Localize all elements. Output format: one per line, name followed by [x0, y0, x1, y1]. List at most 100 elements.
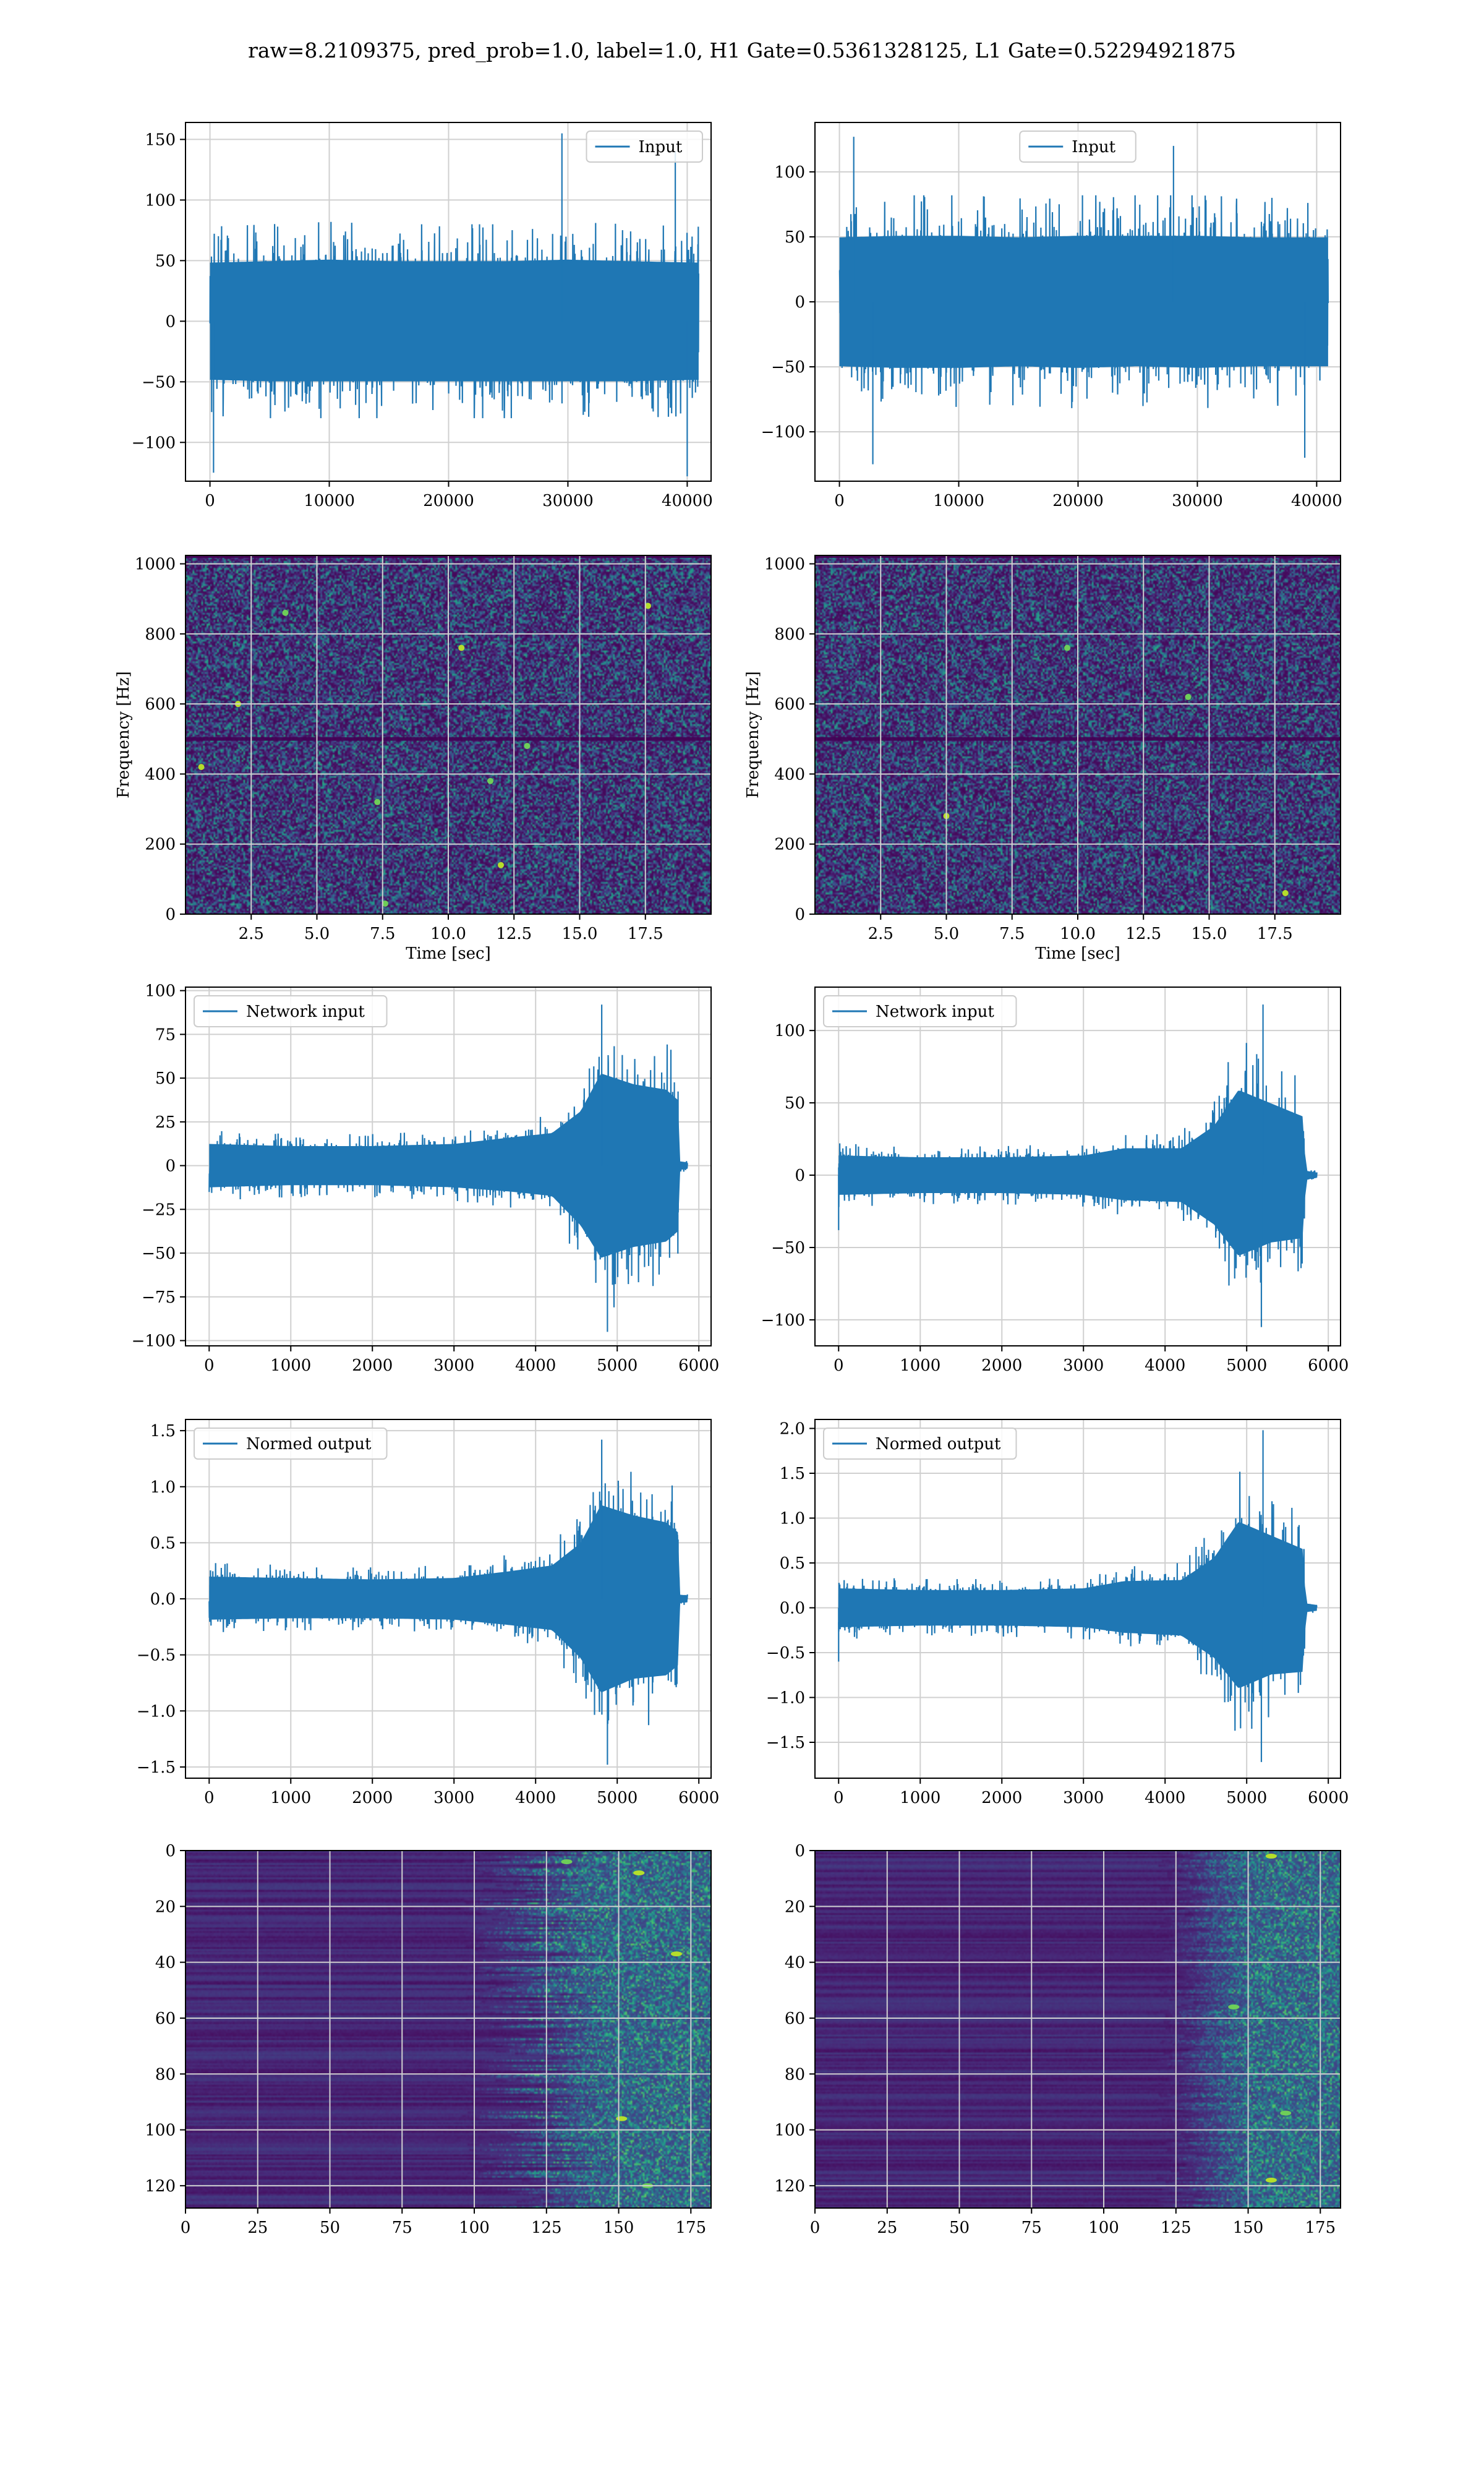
l1-feature-map-yticklabel-1: 20	[785, 1898, 805, 1916]
l1-network-input-yticklabel-3: 50	[785, 1094, 805, 1113]
l1-feature-map-xticklabel-1: 25	[877, 2219, 897, 2237]
h1-spectrogram-hotspot-2	[458, 644, 465, 651]
h1-feature-map-hotspot-2	[616, 2116, 628, 2121]
h1-spectrogram-xticklabel-0: 2.5	[239, 925, 264, 943]
figure-title: raw=8.2109375, pred_prob=1.0, label=1.0,…	[248, 38, 1236, 62]
h1-input-legend: Input	[586, 131, 703, 163]
h1-normed-output-yticklabel-0: −1.5	[137, 1758, 176, 1777]
h1-spectrogram-yticklabel-5: 1000	[135, 555, 176, 574]
h1-feature-map-yticklabel-4: 80	[155, 2065, 176, 2084]
l1-normed-output-xticklabel-0: 0	[834, 1789, 844, 1807]
l1-spectrogram-yticklabel-1: 200	[774, 836, 805, 854]
h1-network-input-yticklabel-6: 50	[155, 1069, 176, 1088]
h1-network-input-yticklabel-5: 25	[155, 1113, 176, 1132]
h1-input-legend-box	[586, 131, 703, 163]
l1-spectrogram-xlabel: Time [sec]	[1035, 944, 1120, 963]
l1-normed-output-yticklabel-3: 0.0	[780, 1599, 805, 1618]
l1-normed-output-xticklabel-2: 2000	[981, 1789, 1022, 1807]
h1-feature-map-hotspot-0	[633, 1870, 645, 1876]
l1-input-yticklabel-0: −100	[761, 423, 805, 442]
l1-normed-output-legend-box	[823, 1427, 1017, 1460]
l1-spectrogram-ylabel: Frequency [Hz]	[744, 671, 762, 798]
h1-network-input-yticklabel-0: −100	[132, 1332, 176, 1351]
l1-input-legend: Input	[1019, 131, 1136, 163]
h1-feature-map-xticklabel-2: 50	[320, 2219, 340, 2237]
h1-network-input-xticklabel-5: 5000	[597, 1356, 638, 1375]
l1-spectrogram-xticklabel-5: 15.0	[1192, 925, 1227, 943]
l1-normed-output-xticklabel-3: 3000	[1063, 1789, 1104, 1807]
l1-feature-map-image	[815, 1851, 1341, 2208]
h1-spectrogram-xticklabel-6: 17.5	[628, 925, 663, 943]
h1-feature-map-image	[186, 1851, 711, 2208]
l1-spectrogram-xticklabel-2: 7.5	[999, 925, 1025, 943]
l1-spectrogram-yticklabel-5: 1000	[764, 555, 805, 574]
l1-feature-map-hotspot-1	[1280, 2110, 1292, 2116]
l1-spectrogram-yticklabel-4: 800	[774, 625, 805, 644]
l1-spectrogram-xticklabel-6: 17.5	[1257, 925, 1293, 943]
l1-normed-output-legend: Normed output	[823, 1427, 1017, 1460]
h1-network-input-legend-box	[194, 995, 388, 1027]
h1-network-input-series-core	[209, 1073, 688, 1258]
l1-spectrogram-chart: 2.5 5.0 7.5 10.0 12.5 15.0 17.5 0 200 400 600 800 10…	[744, 555, 1341, 963]
h1-feature-map-xticklabel-7: 175	[675, 2219, 706, 2237]
h1-input-yticklabel-2: 0	[165, 312, 176, 331]
h1-spectrogram-yticklabel-1: 200	[145, 836, 176, 854]
h1-normed-output-legend-label: Normed output	[246, 1435, 372, 1453]
l1-feature-map-xticklabel-4: 100	[1088, 2219, 1119, 2237]
h1-input-yticklabel-5: 150	[145, 131, 176, 149]
h1-network-input-frame	[185, 987, 712, 1346]
l1-network-input-xticklabel-0: 0	[834, 1356, 844, 1375]
h1-input-series-core	[210, 259, 699, 382]
h1-normed-output-xticklabel-4: 4000	[515, 1789, 556, 1807]
h1-network-input-xticklabel-6: 6000	[678, 1356, 719, 1375]
l1-network-input-chart: 0 1000 2000 3000 4000 5000 6000 −100 −50 0 50 100 Ne…	[761, 987, 1349, 1375]
l1-feature-map-yticklabel-6: 120	[774, 2177, 805, 2196]
h1-network-input-legend-label: Network input	[246, 1003, 365, 1021]
l1-spectrogram-xticklabel-3: 10.0	[1060, 925, 1096, 943]
h1-spectrogram-hotspot-1	[282, 609, 289, 616]
l1-network-input-xticklabel-3: 3000	[1063, 1356, 1104, 1375]
h1-spectrogram-xticklabel-5: 15.0	[562, 925, 598, 943]
h1-normed-output-xticklabel-5: 5000	[597, 1789, 638, 1807]
l1-spectrogram-yticklabel-0: 0	[795, 905, 805, 924]
l1-feature-map-yticklabel-2: 40	[785, 1954, 805, 1972]
l1-input-legend-label: Input	[1072, 138, 1115, 156]
l1-feature-map-hotspot-0	[1265, 1854, 1277, 1859]
l1-feature-map-yticklabel-3: 60	[785, 2010, 805, 2028]
l1-feature-map-hotspot-3	[1228, 2004, 1240, 2010]
l1-input-yticklabel-1: −50	[771, 358, 805, 377]
h1-spectrogram-xticklabel-3: 10.0	[430, 925, 466, 943]
h1-spectrogram-hotspot-7	[382, 901, 388, 907]
h1-input-chart: 0 10000 20000 30000 40000 −100 −50 0 50 100 150 Inp…	[132, 122, 713, 510]
h1-network-input-yticklabel-8: 100	[145, 982, 176, 1001]
h1-feature-map-yticklabel-2: 40	[155, 1954, 176, 1972]
h1-normed-output-yticklabel-1: −1.0	[137, 1702, 176, 1721]
l1-feature-map-xticklabel-7: 175	[1305, 2219, 1336, 2237]
l1-input-legend-box	[1019, 131, 1136, 163]
l1-normed-output-yticklabel-7: 2.0	[780, 1420, 805, 1439]
h1-normed-output-yticklabel-2: −0.5	[137, 1646, 176, 1665]
h1-input-yticklabel-3: 50	[155, 252, 176, 270]
h1-spectrogram-hotspot-4	[198, 764, 205, 771]
h1-spectrogram-hotspot-9	[487, 777, 493, 784]
h1-normed-output-legend-box	[194, 1427, 388, 1460]
h1-feature-map-xticklabel-3: 75	[392, 2219, 412, 2237]
l1-input-xticklabel-2: 20000	[1052, 492, 1104, 510]
l1-feature-map-chart: 0 25 50 75 100 125 150 175 0 20 40 60 80 100 120	[774, 1842, 1341, 2237]
l1-normed-output-yticklabel-1: −1.0	[766, 1689, 805, 1708]
l1-input-yticklabel-4: 100	[774, 163, 805, 182]
h1-network-input-yticklabel-2: −50	[142, 1244, 176, 1263]
h1-feature-map-yticklabel-3: 60	[155, 2010, 176, 2028]
l1-input-yticklabel-3: 50	[785, 228, 805, 247]
h1-feature-map-yticklabel-0: 0	[165, 1842, 176, 1860]
h1-normed-output-xticklabel-1: 1000	[270, 1789, 311, 1807]
h1-feature-map-xticklabel-1: 25	[247, 2219, 268, 2237]
l1-normed-output-chart: 0 1000 2000 3000 4000 5000 6000 −1.5 −1.0 −0.5 0.0…	[766, 1419, 1349, 1807]
h1-spectrogram-hotspot-6	[498, 862, 504, 868]
l1-network-input-xticklabel-1: 1000	[900, 1356, 940, 1375]
h1-normed-output-yticklabel-3: 0.0	[150, 1590, 176, 1609]
l1-network-input-frame	[814, 987, 1341, 1346]
h1-spectrogram-yticklabel-3: 600	[145, 695, 176, 714]
l1-spectrogram-hotspot-0	[1282, 890, 1289, 897]
